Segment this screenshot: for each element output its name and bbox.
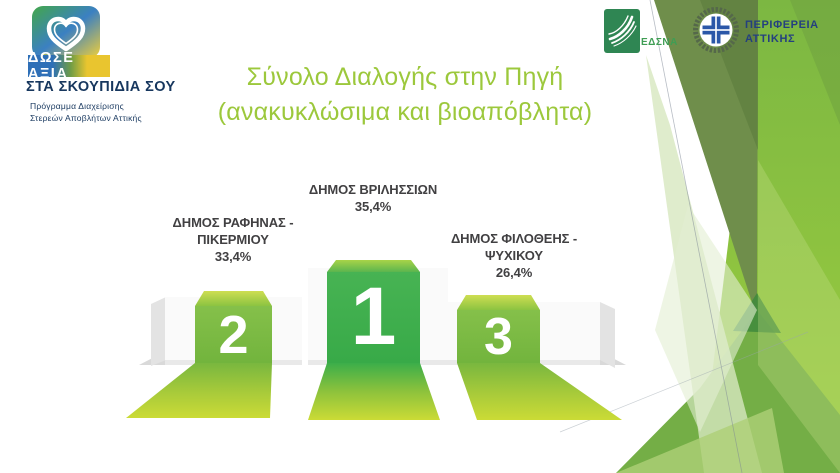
cube-1-front	[327, 272, 420, 363]
podium-rank-number-3: 3	[484, 307, 513, 366]
cube-3-top	[457, 295, 540, 310]
ramp-3	[457, 363, 622, 420]
podium-rank-number-2: 2	[218, 304, 249, 365]
attica-region-emblem-icon	[692, 6, 740, 54]
cube-3-front	[457, 310, 540, 363]
podium-label-rank3: ΔΗΜΟΣ ΦΙΛΟΘΕΗΣ - ΨΥΧΙΚΟΥ 26,4%	[424, 231, 604, 282]
edsna-label: ΕΔΣΝΑ	[641, 37, 678, 48]
cube-2-top	[195, 291, 272, 306]
podium-label-rank3-value: 26,4%	[495, 264, 533, 280]
campaign-title-band: ΔΩΣΕ ΑΞΙΑ	[28, 50, 110, 82]
program-name-line2: Στερεών Αποβλήτων Αττικής	[30, 113, 142, 124]
podium-rank-number-1: 1	[350, 270, 397, 362]
slide-title-line2: (ανακυκλώσιμα και βιοαπόβλητα)	[217, 98, 593, 126]
facet-bottom-triangle	[616, 408, 784, 473]
cube-1-top	[327, 260, 420, 272]
campaign-title: ΔΩΣΕ ΑΞΙΑ	[28, 50, 75, 82]
slide-title-line1: Σύνολο Διαλογής στην Πηγή	[246, 63, 564, 91]
facet-corner-shade	[790, 0, 840, 125]
campaign-subtitle: ΣΤΑ ΣΚΟΥΠΙΔΙΑ ΣΟΥ	[26, 79, 176, 95]
program-name-line1: Πρόγραμμα Διαχείρισης	[30, 101, 124, 111]
facet-sage-wedge-2	[655, 205, 757, 432]
program-name: Πρόγραμμα Διαχείρισης Στερεών Αποβλήτων …	[30, 100, 180, 125]
facet-light-overlay	[758, 160, 840, 473]
podium-label-rank3-name: ΔΗΜΟΣ ΦΙΛΟΘΕΗΣ - ΨΥΧΙΚΟΥ	[450, 231, 578, 263]
podium-label-rank2-value: 33,4%	[214, 248, 252, 264]
edsna-leaf-square-icon	[604, 9, 640, 53]
podium-label-rank1-value: 35,4%	[354, 198, 392, 214]
ramp-1	[308, 363, 440, 420]
podium-label-rank1: ΔΗΜΟΣ ΒΡΙΛΗΣΣΙΩΝ 35,4%	[308, 182, 438, 216]
pedestal-2-side	[151, 297, 166, 366]
cube-2-front	[195, 306, 272, 363]
podium-label-rank1-name: ΔΗΜΟΣ ΒΡΙΛΗΣΣΙΩΝ	[308, 182, 438, 197]
podium-label-rank2-name: ΔΗΜΟΣ ΡΑΦΗΝΑΣ - ΠΙΚΕΡΜΙΟΥ	[172, 215, 294, 247]
facet-thin-line	[649, 0, 743, 473]
attica-region-label-line1: ΠΕΡΙΦΕΡΕΙΑ	[745, 19, 819, 31]
ramp-2	[126, 363, 272, 418]
podium-label-rank2: ΔΗΜΟΣ ΡΑΦΗΝΑΣ - ΠΙΚΕΡΜΙΟΥ 33,4%	[148, 215, 318, 266]
pedestal-3-side	[600, 302, 615, 368]
attica-region-label-line2: ΑΤΤΙΚΗΣ	[745, 32, 796, 45]
slide-title: Σύνολο Διαλογής στην Πηγή (ανακυκλώσιμα …	[155, 60, 655, 130]
attica-region-label: ΠΕΡΙΦΕΡΕΙΑ ΑΤΤΙΚΗΣ	[745, 19, 819, 47]
